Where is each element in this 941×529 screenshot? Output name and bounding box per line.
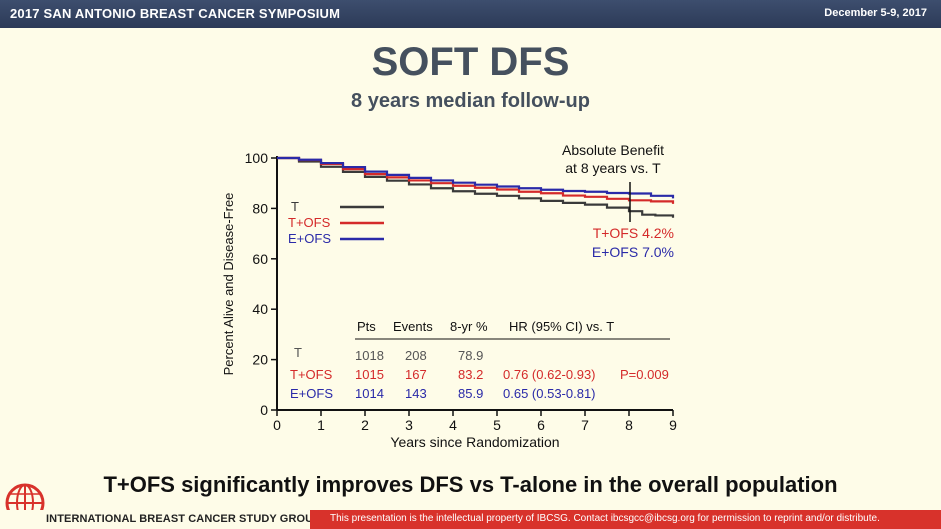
row-hr: 0.76 (0.62-0.93)	[503, 367, 596, 382]
table-header-pts: Pts	[357, 319, 376, 334]
y-tick-label: 20	[252, 352, 268, 368]
risk-table: Pts Events 8-yr % HR (95% CI) vs. T T 10…	[290, 319, 670, 401]
row-pct: 83.2	[458, 367, 483, 382]
row-pct: 78.9	[458, 348, 483, 363]
x-tick-label: 4	[449, 417, 457, 433]
annotation-line1: Absolute Benefit	[562, 142, 664, 158]
benefit-annotation: Absolute Benefit at 8 years vs. T T+OFS …	[562, 142, 674, 260]
table-row: T 1018 208 78.9	[294, 345, 483, 363]
x-tick-label: 1	[317, 417, 325, 433]
slide-title: SOFT DFS	[371, 40, 570, 84]
row-events: 167	[405, 367, 427, 382]
x-tick-label: 2	[361, 417, 369, 433]
footer-notice: This presentation is the intellectual pr…	[330, 513, 880, 524]
legend-label-EOFS: E+OFS	[288, 231, 331, 246]
row-arm: T	[294, 345, 302, 360]
x-tick-label: 8	[625, 417, 633, 433]
event-title: 2017 SAN ANTONIO BREAST CANCER SYMPOSIUM	[10, 6, 341, 21]
row-hr: 0.65 (0.53-0.81)	[503, 386, 596, 401]
x-tick-label: 6	[537, 417, 545, 433]
y-tick-label: 80	[252, 200, 268, 216]
table-header-pct: 8-yr %	[450, 319, 488, 334]
slide-conclusion: T+OFS significantly improves DFS vs T-al…	[103, 472, 838, 497]
y-tick-label: 40	[252, 301, 268, 317]
footer-notice-bar: This presentation is the intellectual pr…	[310, 510, 941, 529]
table-row: E+OFS 1014 143 85.9 0.65 (0.53-0.81)	[290, 386, 596, 401]
legend-label-TOFS: T+OFS	[288, 215, 331, 230]
chart-series	[277, 156, 675, 218]
y-tick-label: 0	[260, 402, 268, 418]
row-events: 208	[405, 348, 427, 363]
x-axis-label: Years since Randomization	[390, 434, 559, 450]
annotation-eofs: E+OFS 7.0%	[592, 244, 674, 260]
x-tick-label: 7	[581, 417, 589, 433]
annotation-tofs: T+OFS 4.2%	[593, 225, 674, 241]
footer-bar: INTERNATIONAL BREAST CANCER STUDY GROUP …	[0, 510, 941, 529]
y-axis-label: Percent Alive and Disease-Free	[221, 193, 236, 376]
row-arm: E+OFS	[290, 386, 333, 401]
series-line-T	[277, 156, 675, 218]
row-pct: 85.9	[458, 386, 483, 401]
x-tick-label: 0	[273, 417, 281, 433]
table-header-events: Events	[393, 319, 433, 334]
km-chart: 0 20 40 60 80 100 0 1 2 3 4 5 6 7 8 9 Years since Random…	[221, 142, 677, 450]
row-pts: 1015	[355, 367, 384, 382]
y-tick-label: 100	[245, 150, 269, 166]
header-bar: 2017 SAN ANTONIO BREAST CANCER SYMPOSIUM…	[0, 0, 941, 28]
row-events: 143	[405, 386, 427, 401]
table-row: T+OFS 1015 167 83.2 0.76 (0.62-0.93) P=0…	[290, 367, 669, 382]
row-arm: T+OFS	[290, 367, 333, 382]
x-tick-label: 5	[493, 417, 501, 433]
event-dates: December 5-9, 2017	[824, 7, 927, 19]
table-header-hr: HR (95% CI) vs. T	[509, 319, 614, 334]
footer-org: INTERNATIONAL BREAST CANCER STUDY GROUP	[46, 513, 321, 525]
annotation-line2: at 8 years vs. T	[565, 160, 661, 176]
row-pts: 1018	[355, 348, 384, 363]
slide-subtitle: 8 years median follow-up	[351, 90, 590, 112]
series-line-TOFS	[277, 156, 675, 204]
row-p: P=0.009	[620, 367, 669, 382]
legend-label-T: T	[291, 199, 299, 214]
chart-axes: 0 20 40 60 80 100 0 1 2 3 4 5 6 7 8 9 Years since Random…	[221, 150, 677, 450]
chart-legend: T T+OFS E+OFS	[288, 199, 384, 246]
y-tick-label: 60	[252, 251, 268, 267]
x-tick-label: 3	[405, 417, 413, 433]
x-tick-label: 9	[669, 417, 677, 433]
row-pts: 1014	[355, 386, 384, 401]
series-line-EOFS	[277, 156, 675, 199]
